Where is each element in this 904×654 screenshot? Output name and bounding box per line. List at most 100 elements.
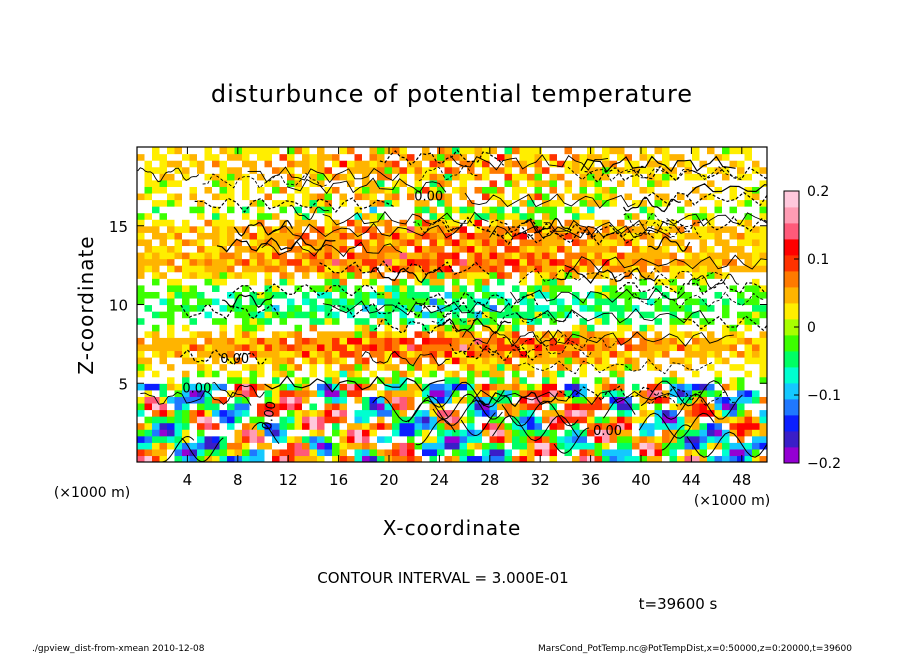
heatmap-cell [519,199,528,207]
heatmap-cell [227,311,236,319]
heatmap-cell [564,383,573,391]
heatmap-cell [249,271,258,279]
heatmap-cell [519,422,528,430]
heatmap-cell [594,166,603,174]
heatmap-cell [212,409,221,417]
heatmap-cell [227,337,236,345]
heatmap-cell [392,455,401,462]
heatmap-cell [759,245,767,253]
heatmap-cell [564,422,573,430]
heatmap-cell [564,186,573,194]
heatmap-cell [287,199,296,207]
heatmap-cell [272,455,281,462]
heatmap-cell [744,186,753,194]
heatmap-cell [137,311,146,319]
heatmap-cell [669,284,678,292]
heatmap-cell [264,422,273,430]
heatmap-cell [467,284,476,292]
heatmap-cell [744,409,753,417]
heatmap-cell [272,343,281,352]
heatmap-cell [429,186,438,194]
heatmap-cell [542,186,551,194]
heatmap-cell [587,422,596,430]
heatmap-cell [549,304,558,312]
heatmap-cell [309,389,318,397]
heatmap-cell [234,311,243,319]
heatmap-cell [137,225,146,233]
heatmap-cell [489,265,498,273]
heatmap-cell [534,416,543,424]
heatmap-cell [459,396,468,404]
heatmap-cell [624,304,633,312]
heatmap-cell [602,179,611,187]
heatmap-cell [384,435,393,443]
heatmap-cell [294,376,303,384]
heatmap-cell [684,409,693,417]
heatmap-cell [452,455,461,462]
heatmap-cell [489,429,498,437]
heatmap-cell [287,416,296,424]
heatmap-cell [647,343,656,352]
heatmap-cell [459,357,468,365]
heatmap-cell [257,147,266,155]
heatmap-cell [437,265,446,273]
heatmap-cell [714,153,723,161]
heatmap-cell [692,245,701,253]
heatmap-cell [437,252,446,260]
heatmap-cell [669,153,678,161]
heatmap-cell [249,330,258,338]
heatmap-cell [632,225,641,233]
heatmap-cell [302,179,311,187]
heatmap-cell [324,284,333,292]
heatmap-cell [249,337,258,345]
heatmap-cell [152,186,161,194]
heatmap-cell [617,186,626,194]
heatmap-cell [624,153,633,161]
heatmap-cell [392,370,401,378]
heatmap-cell [624,324,633,332]
heatmap-cell [752,311,761,319]
heatmap-cell [647,383,656,391]
heatmap-cell [324,324,333,332]
heatmap-cell [167,192,176,201]
heatmap-cell [527,442,536,450]
x-tick-label: 24 [430,471,449,489]
heatmap-cell [189,429,198,437]
heatmap-cell [189,389,198,397]
heatmap-cell [639,284,648,292]
heatmap-cell [324,166,333,174]
heatmap-cell [422,160,431,168]
heatmap-cell [294,147,303,155]
heatmap-cell [197,212,206,220]
heatmap-cell [572,271,581,279]
heatmap-cell [429,370,438,378]
heatmap-cell [467,147,476,155]
heatmap-cell [609,343,618,352]
heatmap-cell [707,166,716,174]
heatmap-cell [677,330,686,338]
heatmap-cell [729,252,738,260]
heatmap-cell [579,265,588,273]
heatmap-cell [557,416,566,424]
heatmap-cell [302,455,311,462]
heatmap-cell [722,238,731,247]
heatmap-cell [737,337,746,345]
heatmap-cell [564,304,573,312]
heatmap-cell [602,225,611,233]
heatmap-cell [557,343,566,352]
heatmap-cell [167,396,176,404]
heatmap-cell [354,265,363,273]
heatmap-cell [474,396,483,404]
heatmap-cell [699,186,708,194]
heatmap-cell [692,278,701,286]
contour-line [623,213,672,229]
heatmap-cell [632,416,641,424]
heatmap-cell [392,357,401,365]
heatmap-cell [737,252,746,260]
heatmap-cell [542,402,551,411]
heatmap-cell [609,219,618,227]
heatmap-cell [482,311,491,319]
heatmap-cell [392,422,401,430]
heatmap-cell [422,389,431,397]
heatmap-cell [294,179,303,187]
